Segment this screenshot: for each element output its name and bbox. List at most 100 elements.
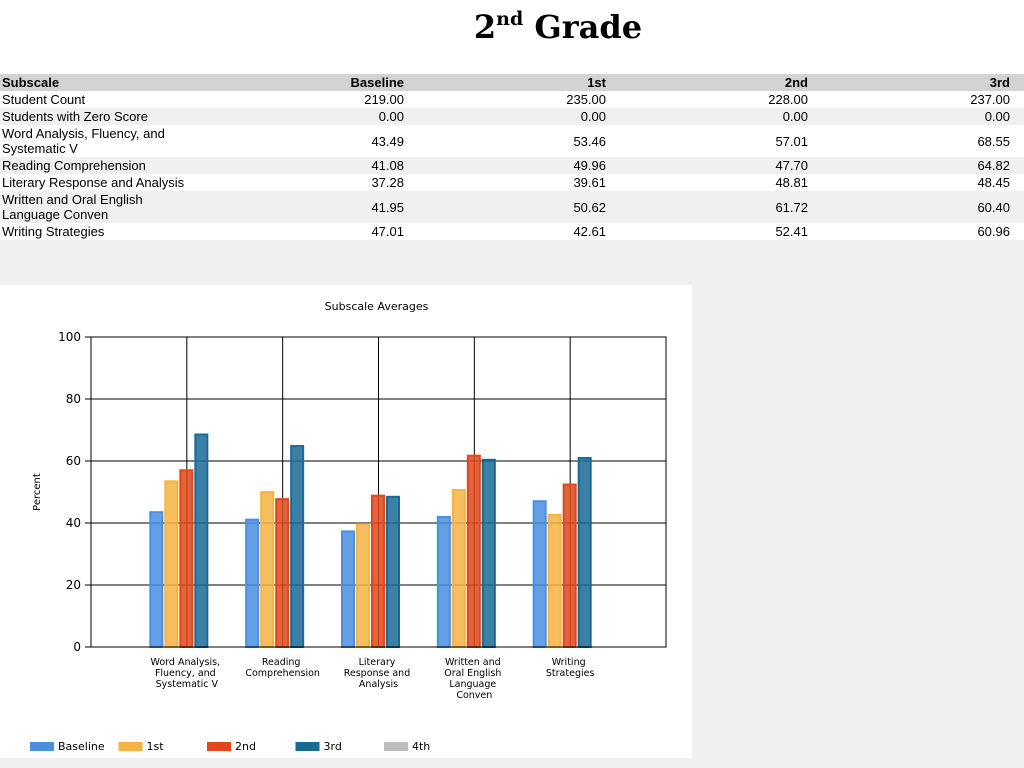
value-cell: 48.45 bbox=[808, 174, 1024, 191]
value-cell: 50.62 bbox=[404, 191, 606, 223]
value-cell: 64.82 bbox=[808, 157, 1024, 174]
value-cell: 48.81 bbox=[606, 174, 808, 191]
bar bbox=[577, 457, 592, 648]
value-cell: 37.28 bbox=[200, 174, 404, 191]
x-tick-label: Literary Response and Analysis bbox=[344, 657, 414, 690]
value-cell: 43.49 bbox=[200, 125, 404, 157]
bar bbox=[179, 469, 194, 648]
x-tick-label: Written and Oral English Language Conven bbox=[444, 657, 504, 701]
title-suffix: nd bbox=[496, 8, 524, 30]
bar bbox=[532, 500, 547, 648]
y-tick-label: 100 bbox=[58, 330, 81, 344]
title-rest: Grade bbox=[534, 8, 643, 46]
header-band bbox=[0, 0, 1024, 74]
x-tick-label: Reading Comprehension bbox=[245, 657, 320, 679]
bar bbox=[481, 458, 496, 648]
bar bbox=[466, 454, 481, 648]
y-tick-label: 20 bbox=[66, 578, 81, 592]
bar bbox=[562, 483, 577, 648]
value-cell: 57.01 bbox=[606, 125, 808, 157]
bar bbox=[260, 491, 275, 648]
table-row: Student Count 219.00 235.00 228.00 237.00 bbox=[0, 91, 1024, 108]
value-cell: 237.00 bbox=[808, 91, 1024, 108]
value-cell: 60.96 bbox=[808, 223, 1024, 240]
value-cell: 0.00 bbox=[808, 108, 1024, 125]
x-tick-label: Writing Strategies bbox=[546, 657, 595, 679]
legend-label: 4th bbox=[412, 740, 430, 753]
bar bbox=[371, 494, 385, 648]
legend-swatch bbox=[295, 742, 320, 751]
subscale-cell: Word Analysis, Fluency, and Systematic V bbox=[0, 125, 200, 157]
y-tick-label: 80 bbox=[66, 392, 81, 406]
legend-swatch bbox=[30, 742, 54, 751]
bar bbox=[245, 518, 260, 648]
legend-swatch bbox=[207, 742, 231, 751]
header-cell: 1st bbox=[404, 74, 606, 91]
header-row: Subscale Baseline 1st 2nd 3rd bbox=[0, 74, 1024, 91]
bar bbox=[149, 511, 164, 648]
title-number: 2 bbox=[473, 8, 497, 46]
value-cell: 0.00 bbox=[200, 108, 404, 125]
table-row: Word Analysis, Fluency, and Systematic V… bbox=[0, 125, 1024, 157]
table-row: Writing Strategies 47.01 42.61 52.41 60.96 bbox=[0, 223, 1024, 240]
header-cell: Subscale bbox=[0, 74, 200, 91]
value-cell: 0.00 bbox=[404, 108, 606, 125]
subscale-cell: Students with Zero Score bbox=[0, 108, 200, 125]
bar bbox=[290, 445, 305, 648]
bar bbox=[451, 489, 466, 648]
chart: Subscale Averages Percent 0 20 40 60 80 100 Word… bbox=[0, 285, 692, 758]
value-cell: 52.41 bbox=[606, 223, 808, 240]
value-cell: 47.70 bbox=[606, 157, 808, 174]
bar bbox=[386, 495, 400, 648]
subscale-cell: Literary Response and Analysis bbox=[0, 174, 200, 191]
value-cell: 41.08 bbox=[200, 157, 404, 174]
subscale-table: Subscale Baseline 1st 2nd 3rd Student Count 2… bbox=[0, 74, 1024, 240]
header-cell: 2nd bbox=[606, 74, 808, 91]
bar bbox=[275, 498, 290, 648]
value-cell: 61.72 bbox=[606, 191, 808, 223]
y-axis-label: Percent bbox=[32, 473, 43, 511]
value-cell: 228.00 bbox=[606, 91, 808, 108]
y-tick-label: 40 bbox=[66, 516, 81, 530]
value-cell: 68.55 bbox=[808, 125, 1024, 157]
table-row: Students with Zero Score 0.00 0.00 0.00 0.00 bbox=[0, 108, 1024, 125]
chart-title: Subscale Averages bbox=[325, 300, 429, 313]
subscale-cell: Reading Comprehension bbox=[0, 157, 200, 174]
legend-swatch bbox=[118, 742, 143, 751]
legend-label: Baseline bbox=[58, 740, 105, 753]
bar bbox=[341, 530, 355, 649]
legend-label: 2nd bbox=[235, 740, 256, 753]
table-row: Written and Oral English Language Conven… bbox=[0, 191, 1024, 223]
y-tick-label: 0 bbox=[73, 640, 81, 654]
value-cell: 41.95 bbox=[200, 191, 404, 223]
legend-swatch bbox=[384, 742, 408, 751]
legend-label: 1st bbox=[147, 740, 165, 753]
value-cell: 42.61 bbox=[404, 223, 606, 240]
bar bbox=[547, 513, 562, 648]
plot-border bbox=[90, 336, 667, 648]
subscale-cell: Writing Strategies bbox=[0, 223, 200, 240]
subscale-cell: Written and Oral English Language Conven bbox=[0, 191, 200, 223]
table-row: Reading Comprehension 41.08 49.96 47.70 64.8… bbox=[0, 157, 1024, 174]
value-cell: 53.46 bbox=[404, 125, 606, 157]
value-cell: 219.00 bbox=[200, 91, 404, 108]
x-tick-label: Word Analysis, Fluency, and Systematic V bbox=[151, 657, 224, 690]
value-cell: 47.01 bbox=[200, 223, 404, 240]
bar bbox=[356, 523, 370, 648]
table-row: Literary Response and Analysis 37.28 39.61… bbox=[0, 174, 1024, 191]
bar bbox=[436, 515, 451, 648]
value-cell: 39.61 bbox=[404, 174, 606, 191]
subscale-cell: Student Count bbox=[0, 91, 200, 108]
y-tick-label: 60 bbox=[66, 454, 81, 468]
page-title: 2nd Grade bbox=[0, 8, 1024, 46]
legend-label: 3rd bbox=[324, 740, 342, 753]
bar bbox=[194, 433, 209, 648]
value-cell: 49.96 bbox=[404, 157, 606, 174]
value-cell: 235.00 bbox=[404, 91, 606, 108]
value-cell: 60.40 bbox=[808, 191, 1024, 223]
bar bbox=[164, 480, 179, 648]
header-cell: 3rd bbox=[808, 74, 1024, 91]
value-cell: 0.00 bbox=[606, 108, 808, 125]
header-cell: Baseline bbox=[200, 74, 404, 91]
